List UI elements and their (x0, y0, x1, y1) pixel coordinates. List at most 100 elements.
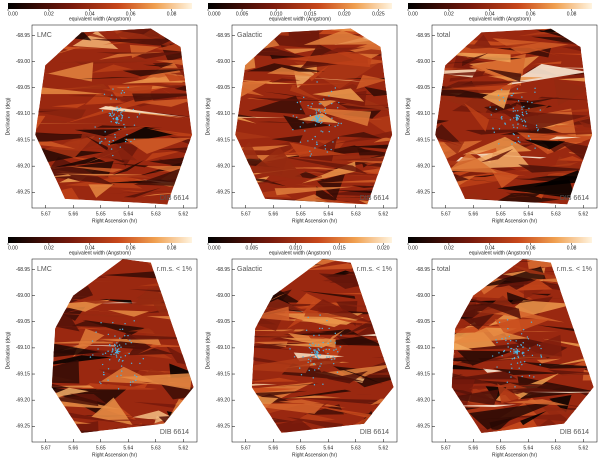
map-facet (466, 171, 528, 177)
star (109, 345, 111, 347)
star (318, 116, 321, 119)
star (311, 119, 313, 122)
map-facet (451, 417, 467, 425)
star (116, 345, 119, 347)
star (318, 358, 320, 360)
star (120, 114, 122, 116)
star (138, 113, 141, 115)
map-facet (251, 377, 267, 380)
map-facet (451, 284, 487, 288)
star (322, 349, 325, 352)
x-axis-label: Right Ascension (hr) (492, 452, 537, 458)
star (316, 353, 319, 355)
map-facet (352, 273, 394, 279)
star (516, 127, 519, 129)
map-facet (489, 101, 518, 115)
star (319, 354, 322, 356)
star (333, 358, 336, 360)
star (519, 141, 521, 143)
map-facet (246, 98, 274, 101)
map-facet (309, 64, 330, 82)
map-facet (457, 350, 513, 366)
map-facet (235, 85, 265, 96)
star (538, 344, 541, 347)
star (516, 349, 519, 351)
x-tick-label: 5.65 (496, 211, 506, 217)
star (315, 354, 317, 356)
star (522, 124, 525, 127)
y-axis-label: Declination (deg) (205, 331, 211, 369)
map-facet (49, 28, 72, 41)
star (310, 345, 312, 347)
map-facet (355, 259, 383, 266)
map-facet (114, 67, 190, 70)
star (523, 360, 526, 363)
star (334, 342, 337, 344)
map-facet (35, 46, 63, 51)
star (299, 367, 301, 369)
star (108, 143, 110, 146)
star (315, 119, 318, 121)
star (323, 98, 325, 100)
map-facet (251, 395, 305, 399)
star (117, 110, 119, 113)
star (317, 110, 320, 112)
star (490, 114, 492, 116)
map-facet (319, 47, 366, 56)
map-facet (35, 108, 86, 121)
map-facet (324, 108, 393, 111)
map-facet (332, 156, 393, 162)
y-tick-label: -69.25 (216, 424, 230, 430)
star (110, 353, 112, 356)
map-facet (494, 318, 552, 337)
star (111, 115, 113, 118)
star (317, 118, 319, 120)
star (101, 110, 104, 112)
colorbar-tick-label: 0.04 (85, 11, 95, 17)
colorbar-tick-label: 0.015 (333, 245, 346, 251)
star (503, 100, 506, 102)
star (127, 334, 129, 337)
star (299, 141, 302, 143)
star (115, 98, 118, 100)
star (318, 334, 320, 336)
y-tick-label: -69.20 (416, 163, 430, 169)
colorbar-tick-label: 0.02 (444, 11, 454, 17)
star (521, 108, 523, 110)
star (320, 118, 322, 121)
star (132, 381, 134, 383)
colorbar-tick-label: 0.005 (246, 245, 259, 251)
colorbar-tick-label: 0.04 (85, 245, 95, 251)
panel: 0.00 0.02 0.04 0.06 0.08 equivalent width (An… (405, 237, 598, 458)
star (135, 379, 137, 382)
map-facet (335, 102, 393, 111)
map-facet (518, 164, 592, 173)
map-facet (51, 355, 113, 369)
star (522, 114, 524, 117)
star (123, 123, 125, 126)
map-facet (137, 344, 164, 355)
panel-label: total (437, 266, 451, 273)
map-facet (531, 61, 562, 65)
star (513, 133, 515, 136)
star (516, 353, 518, 355)
map-facet (573, 259, 594, 263)
star (108, 140, 111, 143)
map-facet (51, 363, 54, 368)
star (498, 128, 501, 130)
star (328, 124, 331, 126)
star (520, 333, 523, 335)
x-tick-label: 5.62 (378, 445, 388, 451)
map-facet (560, 287, 594, 300)
colorbar-tick-label: 0.000 (208, 11, 221, 17)
map-facet (524, 139, 566, 150)
map-facet (365, 371, 394, 376)
star (116, 121, 118, 123)
map-facet (373, 137, 393, 143)
star (331, 117, 333, 119)
star (305, 329, 308, 332)
y-tick-label: -69.10 (16, 345, 30, 351)
map-facet (48, 62, 94, 82)
map-facet (90, 38, 175, 46)
star (489, 106, 491, 108)
